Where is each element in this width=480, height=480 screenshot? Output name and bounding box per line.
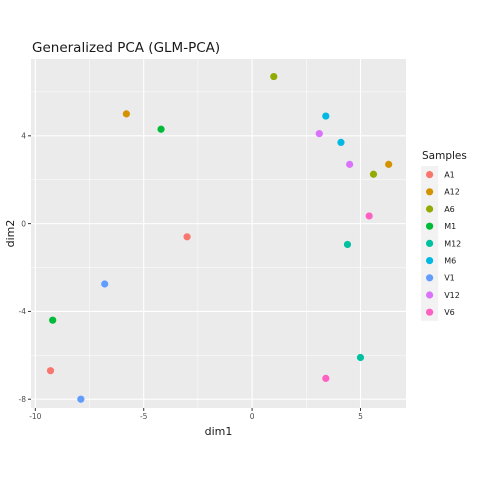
legend-swatch-v12: [426, 291, 434, 299]
x-tick-label: -5: [140, 412, 148, 421]
point-m12: [356, 353, 365, 362]
major-gridlines: [31, 59, 406, 408]
y-tick-label: -4: [19, 307, 27, 316]
point-m1: [49, 316, 57, 324]
legend-swatch-m6: [426, 257, 434, 265]
legend-swatch-m1: [426, 222, 434, 230]
y-axis-ticks: -8 -4 0 4: [19, 132, 31, 404]
data-points: [46, 72, 393, 403]
y-tick-label: 0: [21, 219, 26, 228]
point-v6: [365, 212, 373, 220]
legend-swatch-m12: [426, 239, 434, 247]
point-a6: [369, 170, 378, 178]
point-m6: [322, 112, 330, 120]
point-v6: [322, 374, 330, 382]
point-v12: [315, 130, 323, 138]
legend-swatch-v6: [426, 308, 434, 316]
x-tick-label: 5: [358, 412, 363, 421]
point-v1: [101, 280, 109, 288]
point-a1: [183, 233, 191, 241]
y-tick-label: -8: [19, 395, 27, 404]
x-tick-label: 0: [250, 412, 255, 421]
point-v12: [346, 160, 354, 168]
legend-swatch-a6: [426, 205, 434, 213]
point-a12: [385, 160, 393, 168]
plot-panel: [31, 59, 406, 408]
x-tick-label: -10: [29, 412, 41, 421]
y-tick-label: 4: [21, 132, 26, 141]
point-a6: [270, 72, 278, 81]
legend-label-v6: V6: [444, 308, 455, 317]
legend-label-m1: M1: [444, 222, 456, 231]
legend-swatch-a1: [426, 171, 434, 179]
legend-label-v12: V12: [444, 291, 460, 300]
legend-label-v1: V1: [444, 274, 455, 283]
legend-swatch-v1: [426, 274, 434, 282]
x-axis-title: dim1: [205, 425, 233, 438]
minor-gridlines: [31, 59, 406, 408]
chart-title: Generalized PCA (GLM-PCA): [32, 40, 220, 56]
legend: Samples A1 A12 A6 M1 M12 M6 V1 V12 V6: [421, 150, 467, 321]
point-m12: [343, 240, 352, 249]
legend-label-a6: A6: [444, 205, 455, 214]
point-a1: [46, 367, 55, 375]
point-v1: [77, 395, 85, 403]
x-axis-ticks: -10 -5 0 5: [29, 408, 363, 421]
legend-swatch-a12: [426, 188, 434, 196]
legend-label-m6: M6: [444, 257, 456, 266]
point-a12: [122, 110, 130, 118]
point-m1: [157, 125, 165, 133]
legend-label-a12: A12: [444, 188, 460, 197]
point-m6: [337, 138, 345, 147]
legend-label-m12: M12: [444, 239, 461, 248]
y-axis-title: dim2: [4, 220, 17, 248]
legend-title: Samples: [422, 150, 467, 162]
legend-label-a1: A1: [444, 171, 455, 180]
